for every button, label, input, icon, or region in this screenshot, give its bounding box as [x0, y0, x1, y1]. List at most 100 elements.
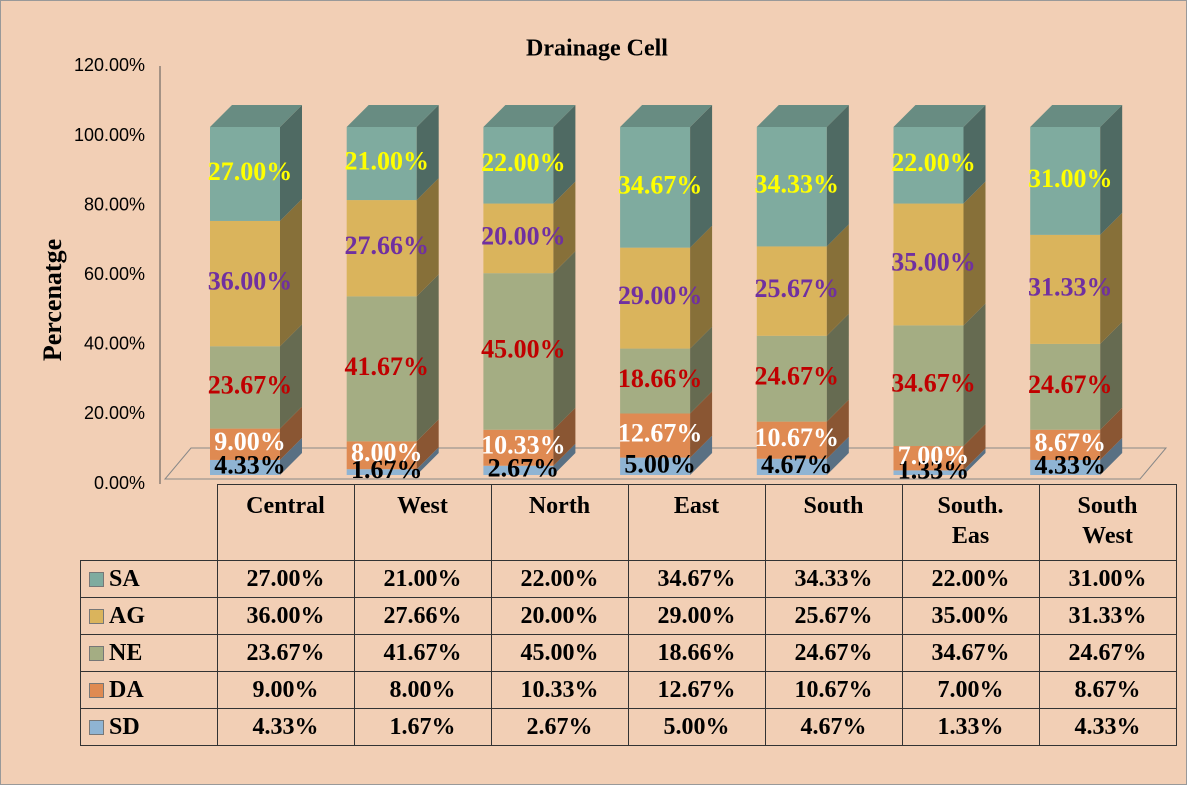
bar-side — [1100, 407, 1123, 460]
bar-top — [756, 104, 849, 127]
bar-segment — [210, 437, 302, 475]
bar-segment — [1030, 105, 1123, 235]
data-label: 24.67% — [755, 362, 840, 391]
table-value: 41.67% — [353, 634, 492, 672]
y-tick-label: 80.00% — [84, 194, 145, 214]
data-label: 10.67% — [755, 423, 840, 452]
bar-front — [346, 469, 417, 475]
bar-side — [963, 105, 986, 204]
bar-segment — [756, 436, 849, 475]
bar-segment — [893, 303, 986, 447]
table-value: 27.00% — [216, 560, 355, 598]
bar-segment — [483, 105, 576, 204]
legend-swatch — [89, 609, 104, 625]
bar-segment — [756, 104, 849, 247]
table-value: 12.67% — [627, 671, 766, 709]
legend-cell: AG — [80, 597, 218, 635]
bar-segment — [483, 443, 576, 475]
bar-top — [483, 105, 576, 127]
bar-segment — [620, 326, 713, 414]
bar-segment — [346, 447, 439, 475]
data-label: 34.67% — [618, 170, 703, 199]
bar-front — [483, 429, 554, 466]
table-value: 4.67% — [764, 708, 903, 746]
table-value: 5.00% — [627, 708, 766, 746]
data-label: 31.00% — [1028, 164, 1113, 193]
bar-segment — [346, 105, 439, 201]
table-value: 34.67% — [901, 634, 1040, 672]
data-label: 35.00% — [891, 247, 976, 276]
bar-front — [893, 446, 964, 471]
data-label: 18.66% — [618, 364, 703, 393]
table-row: SD 4.33% 1.67% 2.67% 5.00% 4.67% 1.33% 4.33% — [80, 708, 1177, 746]
table-value: 34.67% — [627, 560, 766, 598]
bar-front — [483, 127, 554, 204]
category-label: West — [397, 493, 448, 519]
table-value: 4.33% — [216, 708, 355, 746]
legend-cell: SA — [80, 560, 218, 598]
bar-side — [690, 326, 713, 414]
data-label: 2.67% — [488, 453, 560, 482]
data-label: 12.67% — [618, 419, 703, 448]
bar-side — [1100, 105, 1123, 235]
bar-segment — [210, 198, 302, 347]
table-value: 29.00% — [627, 597, 766, 635]
y-axis-label: Percenatge — [38, 239, 67, 361]
data-label: 21.00% — [344, 147, 429, 176]
bar-side — [1100, 321, 1123, 430]
bar-front — [1030, 429, 1101, 460]
legend-swatch — [89, 646, 104, 662]
table-value: 7.00% — [901, 671, 1040, 709]
bar-front — [756, 458, 827, 475]
bar-segment — [210, 406, 302, 460]
bar-segment — [893, 181, 986, 326]
y-tick-label: 120.00% — [74, 55, 145, 75]
data-label: 10.33% — [481, 431, 566, 460]
chart-title: Drainage Cell — [526, 36, 668, 62]
table-value: 9.00% — [216, 671, 355, 709]
table-value: 4.33% — [1038, 708, 1177, 746]
bar-front — [1030, 127, 1101, 235]
table-value: 24.67% — [764, 634, 903, 672]
category-label: South. Eas — [937, 493, 1004, 549]
bar-segment — [346, 419, 439, 470]
bar-front — [346, 200, 417, 297]
bar-side — [280, 105, 302, 221]
bar-side — [416, 105, 439, 201]
legend-label: DA — [109, 676, 144, 703]
bar-front — [483, 465, 554, 475]
bar-side — [280, 406, 302, 460]
table-value: 18.66% — [627, 634, 766, 672]
table-value: 27.66% — [353, 597, 492, 635]
bar-segment — [620, 225, 713, 349]
bar-segment — [210, 324, 302, 429]
data-label: 27.66% — [344, 231, 429, 260]
bar-front — [620, 413, 691, 458]
category-label: North — [528, 493, 591, 519]
legend-label: AG — [109, 602, 145, 629]
bar-segment — [620, 105, 713, 248]
y-tick-label: 100.00% — [74, 125, 145, 145]
bar-side — [690, 391, 713, 458]
table-value: 10.67% — [764, 671, 903, 709]
bar-segment — [483, 251, 576, 430]
table-value: 22.00% — [490, 560, 629, 598]
bar-front — [346, 441, 417, 470]
bar-front — [346, 127, 417, 201]
bar-front — [210, 220, 280, 347]
bar-front — [756, 421, 827, 459]
data-label: 4.33% — [1034, 450, 1106, 479]
bar-front — [1030, 343, 1101, 430]
bar-front — [756, 126, 827, 247]
category-label: South West — [1077, 493, 1138, 549]
bar-segment — [756, 399, 849, 459]
bar-front — [756, 246, 827, 336]
legend-swatch — [89, 720, 104, 736]
table-value: 31.00% — [1038, 560, 1177, 598]
data-label: 8.00% — [351, 438, 423, 467]
data-label: 22.00% — [891, 148, 976, 177]
data-label: 20.00% — [481, 221, 566, 250]
bar-segment — [1030, 437, 1123, 475]
bar-segment — [210, 105, 302, 221]
bar-top — [210, 105, 302, 127]
